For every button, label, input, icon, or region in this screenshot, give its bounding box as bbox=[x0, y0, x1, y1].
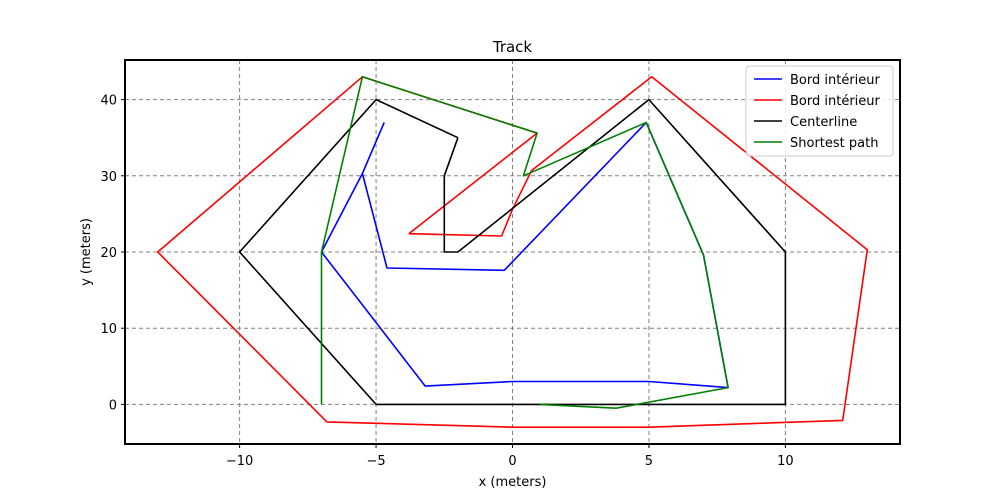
ticks: −10 −5 0 5 10 0 10 20 30 40 bbox=[100, 94, 793, 469]
y-tick-label: 20 bbox=[100, 246, 117, 261]
chart-title: Track bbox=[492, 38, 533, 56]
series-line-2 bbox=[238, 98, 787, 406]
series-line-1 bbox=[156, 76, 869, 429]
plot-area bbox=[156, 76, 869, 429]
x-tick-label: −10 bbox=[226, 454, 253, 469]
x-tick-label: −5 bbox=[366, 454, 385, 469]
y-axis-label: y (meters) bbox=[79, 218, 94, 286]
series-line-3 bbox=[320, 76, 729, 410]
legend-label: Centerline bbox=[790, 115, 857, 130]
legend: Bord intérieur Bord intérieur Centerline Sh… bbox=[745, 65, 894, 157]
x-tick-label: 0 bbox=[508, 454, 516, 469]
y-tick-label: 40 bbox=[100, 94, 117, 109]
y-tick-label: 10 bbox=[100, 322, 117, 337]
legend-label: Bord intérieur bbox=[790, 73, 881, 88]
legend-box bbox=[745, 65, 894, 157]
legend-label: Bord intérieur bbox=[790, 94, 881, 109]
y-tick-label: 30 bbox=[100, 170, 117, 185]
legend-label: Shortest path bbox=[790, 136, 878, 151]
x-tick-label: 10 bbox=[777, 454, 794, 469]
x-axis-label: x (meters) bbox=[479, 475, 547, 490]
x-tick-label: 5 bbox=[645, 454, 653, 469]
y-tick-label: 0 bbox=[109, 398, 117, 413]
